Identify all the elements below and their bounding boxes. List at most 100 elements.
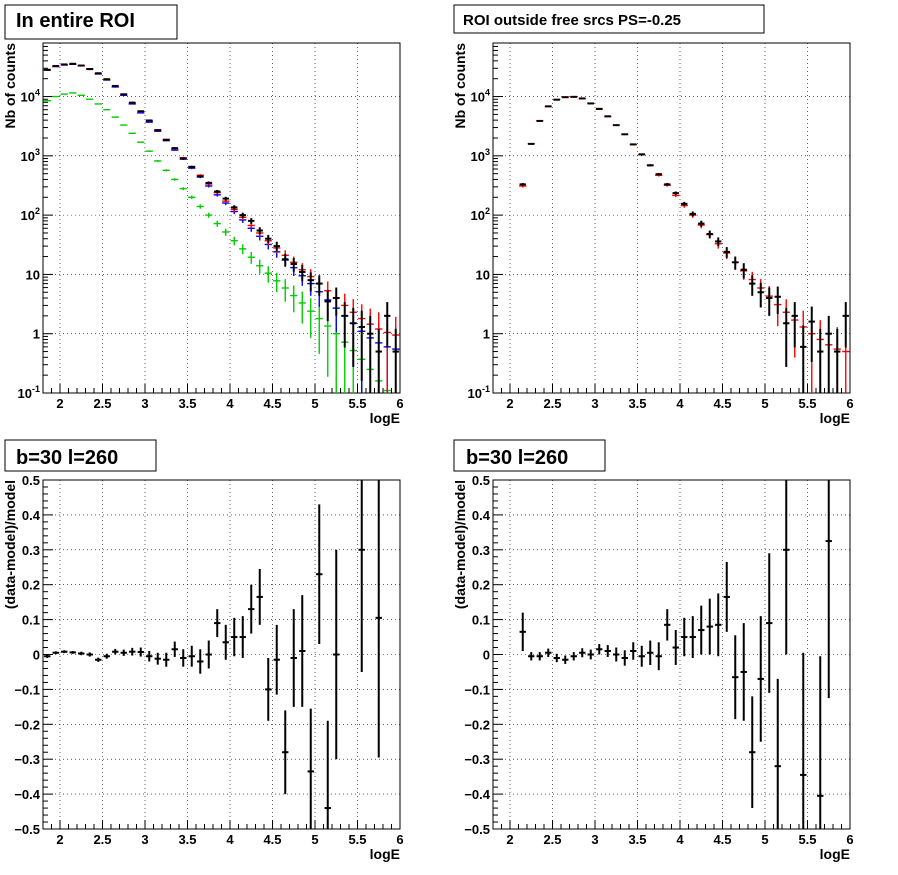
y-tick-label: −0.5 — [14, 822, 40, 837]
y-tick-label: −0.5 — [464, 822, 490, 837]
x-axis-label: logE — [370, 846, 400, 862]
y-tick-label: 0.4 — [22, 508, 41, 523]
x-tick-label: 3.5 — [178, 396, 196, 411]
x-tick-label: 4 — [676, 396, 684, 411]
y-axis-label: Nb of counts — [452, 43, 468, 129]
chart-title: b=30 l=260 — [466, 447, 568, 469]
x-tick-label: 5 — [761, 832, 768, 847]
x-tick-label: 3.5 — [628, 832, 646, 847]
chart-title: In entire ROI — [16, 10, 135, 32]
x-tick-label: 2.5 — [93, 396, 111, 411]
x-tick-label: 2.5 — [543, 832, 561, 847]
data-series — [43, 63, 400, 393]
y-tick-label: 0 — [483, 648, 490, 663]
y-tick-label: 104 — [21, 88, 40, 105]
data-series — [519, 96, 850, 393]
x-tick-label: 5.5 — [798, 832, 816, 847]
x-tick-label: 3.5 — [628, 396, 646, 411]
x-tick-label: 3 — [591, 832, 598, 847]
x-axis-label: logE — [820, 410, 850, 426]
x-tick-label: 2.5 — [543, 396, 561, 411]
plot-frame — [492, 42, 851, 394]
chart-title: b=30 l=260 — [16, 447, 118, 469]
x-tick-label: 2 — [506, 396, 513, 411]
x-tick-label: 4.5 — [713, 832, 731, 847]
x-tick-label: 4 — [226, 396, 234, 411]
y-tick-label: −0.3 — [464, 752, 490, 767]
data-series — [44, 62, 399, 393]
x-tick-label: 5.5 — [798, 396, 816, 411]
y-tick-label: 104 — [471, 88, 490, 105]
x-tick-label: 4.5 — [713, 396, 731, 411]
chart-panel-2: ROI outside free srcs PS=-0.25 2 2.5 3 3.5 4 4… — [452, 4, 854, 426]
y-tick-label: 0.1 — [22, 613, 40, 628]
x-tick-label: 6 — [846, 832, 853, 847]
y-tick-label: 0.3 — [472, 543, 490, 558]
x-tick-label: 6 — [846, 396, 853, 411]
x-tick-label: 3.5 — [178, 832, 196, 847]
data-series — [44, 480, 382, 829]
y-tick-label: 10 — [476, 267, 490, 282]
y-tick-label: 10 — [26, 267, 40, 282]
data-series — [43, 92, 397, 393]
data-series — [519, 480, 832, 829]
x-tick-label: 6 — [396, 396, 403, 411]
x-tick-label: 3 — [591, 396, 598, 411]
y-tick-label: 0.5 — [472, 473, 490, 488]
data-series — [519, 95, 849, 393]
x-axis-label: logE — [820, 846, 850, 862]
y-tick-label: −0.1 — [464, 682, 490, 697]
x-tick-label: 2 — [56, 396, 63, 411]
title-box — [4, 439, 157, 472]
title-box — [453, 439, 606, 472]
y-axis-label: (data-model)/model — [2, 480, 18, 609]
x-tick-label: 5 — [761, 396, 768, 411]
x-tick-label: 4.5 — [263, 832, 281, 847]
y-tick-label: 102 — [21, 206, 40, 223]
plot-frame — [42, 479, 401, 830]
y-axis-label: (data-model)/model — [452, 480, 468, 609]
y-tick-label: 0.4 — [472, 508, 491, 523]
y-tick-label: 0 — [33, 648, 40, 663]
y-tick-label: 0.2 — [22, 578, 40, 593]
y-tick-label: 1 — [33, 327, 40, 342]
y-tick-label: 102 — [471, 206, 490, 223]
plot-frame — [492, 479, 851, 830]
y-tick-label: −0.2 — [464, 717, 490, 732]
x-tick-label: 2.5 — [93, 832, 111, 847]
y-tick-label: −0.4 — [464, 787, 490, 802]
y-tick-label: 10-1 — [468, 384, 490, 401]
title-box — [4, 4, 178, 40]
y-tick-label: 10-1 — [18, 384, 40, 401]
y-tick-label: 0.2 — [472, 578, 490, 593]
x-tick-label: 2 — [56, 832, 63, 847]
x-tick-label: 5.5 — [348, 396, 366, 411]
title-box — [453, 4, 765, 34]
data-series — [43, 63, 400, 393]
x-tick-label: 3 — [141, 396, 148, 411]
chart-title: ROI outside free srcs PS=-0.25 — [463, 12, 681, 29]
x-tick-label: 2 — [506, 832, 513, 847]
y-tick-label: 0.1 — [472, 613, 490, 628]
plot-frame — [42, 42, 401, 394]
x-tick-label: 5.5 — [348, 832, 366, 847]
y-tick-label: −0.4 — [14, 787, 40, 802]
x-tick-label: 4 — [676, 832, 684, 847]
x-tick-label: 5 — [311, 396, 318, 411]
y-tick-label: 103 — [471, 147, 490, 164]
x-tick-label: 5 — [311, 832, 318, 847]
y-axis-label: Nb of counts — [2, 43, 18, 129]
y-tick-label: 0.3 — [22, 543, 40, 558]
x-axis-label: logE — [370, 410, 400, 426]
y-tick-label: 0.5 — [22, 473, 40, 488]
x-tick-label: 4.5 — [263, 396, 281, 411]
y-tick-label: −0.2 — [14, 717, 40, 732]
y-tick-label: −0.3 — [14, 752, 40, 767]
y-tick-label: 1 — [483, 327, 490, 342]
x-tick-label: 4 — [226, 832, 234, 847]
y-tick-label: −0.1 — [14, 682, 40, 697]
